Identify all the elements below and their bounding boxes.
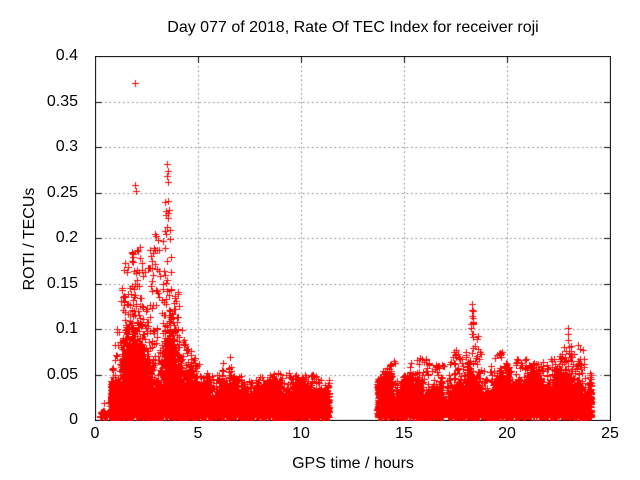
y-tick-label: 0.05	[46, 366, 78, 383]
plot-area	[95, 56, 611, 421]
y-tick-label: 0.25	[46, 184, 78, 201]
x-tick-label: 10	[292, 425, 310, 442]
x-tick-label: 15	[395, 425, 413, 442]
y-tick-label: 0.3	[55, 138, 78, 155]
y-tick-label: 0.15	[46, 275, 78, 292]
y-tick-label: 0.4	[55, 47, 78, 64]
plot-canvas	[95, 56, 611, 421]
y-tick-label: 0.1	[55, 320, 78, 337]
x-tick-label: 25	[601, 425, 619, 442]
x-tick-label: 20	[498, 425, 516, 442]
chart-title: Day 077 of 2018, Rate Of TEC Index for r…	[167, 19, 539, 36]
x-tick-label: 5	[193, 425, 203, 442]
y-tick-label: 0	[69, 411, 78, 428]
x-axis-label: GPS time / hours	[292, 455, 414, 472]
y-tick-label: 0.2	[55, 229, 78, 246]
y-tick-label: 0.35	[46, 93, 78, 110]
x-tick-label: 0	[90, 425, 100, 442]
